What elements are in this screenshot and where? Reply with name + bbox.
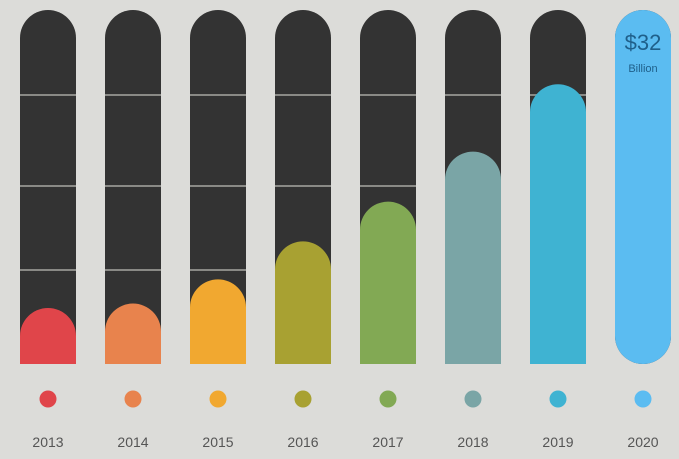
- annotation-group: $32 Billion: [625, 30, 662, 75]
- x-axis-tick-labels: 2013 2014 2015 2016 2017 2018 2019 2020: [32, 434, 658, 450]
- bar-2020: [615, 10, 671, 364]
- marker-dot-2017: [379, 390, 397, 408]
- x-tick-label-2016: 2016: [287, 434, 318, 450]
- marker-dot-2013: [39, 390, 57, 408]
- bar-2018: [445, 151, 501, 364]
- markers-group: [39, 390, 652, 408]
- bar-2019: [530, 84, 586, 364]
- bar-2017: [360, 201, 416, 364]
- marker-dot-2020: [634, 390, 652, 408]
- bar-2015: [190, 279, 246, 364]
- annotation-value: $32: [625, 30, 662, 55]
- x-tick-label-2018: 2018: [457, 434, 488, 450]
- bar-2016: [275, 241, 331, 364]
- x-tick-label-2013: 2013: [32, 434, 63, 450]
- bar-2014: [105, 303, 162, 364]
- x-tick-label-2019: 2019: [542, 434, 573, 450]
- marker-dot-2019: [549, 390, 567, 408]
- annotation-unit: Billion: [628, 63, 657, 75]
- marker-dot-2014: [124, 390, 142, 408]
- x-tick-label-2015: 2015: [202, 434, 233, 450]
- x-tick-label-2017: 2017: [372, 434, 403, 450]
- marker-dot-2018: [464, 390, 482, 408]
- x-tick-label-2014: 2014: [117, 434, 148, 450]
- marker-dot-2016: [294, 390, 312, 408]
- bar-2013: [20, 308, 76, 364]
- marker-dot-2015: [209, 390, 227, 408]
- bars-group: [20, 10, 671, 364]
- x-tick-label-2020: 2020: [627, 434, 658, 450]
